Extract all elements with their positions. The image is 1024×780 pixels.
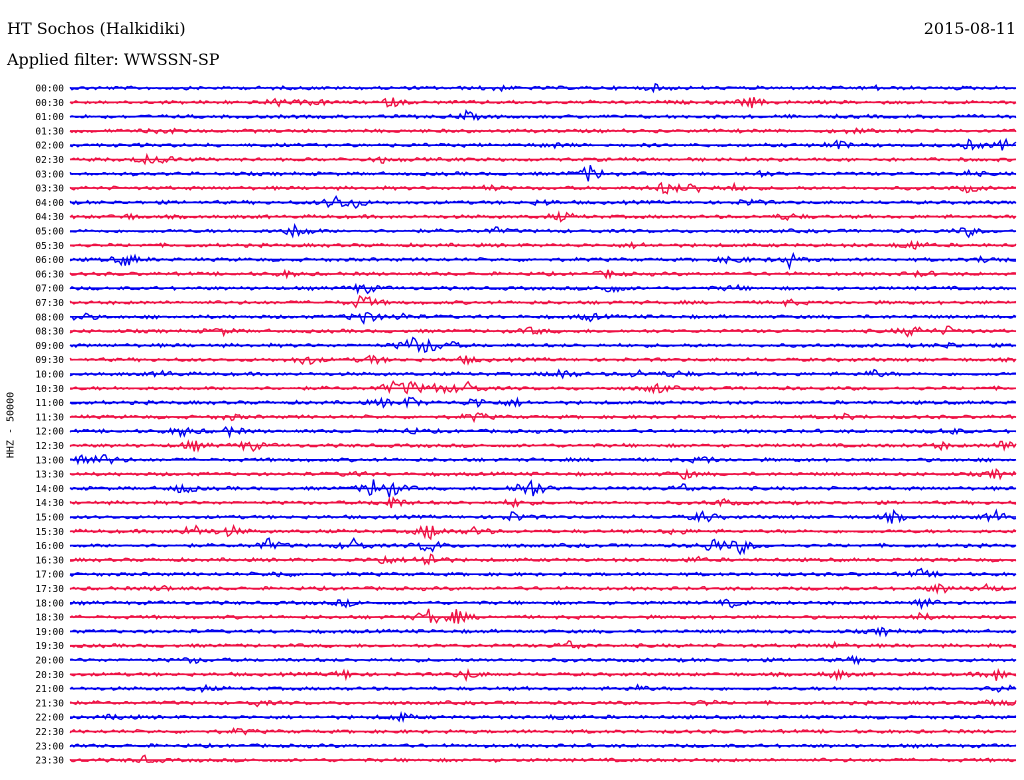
tick-label-1730: 17:30 — [35, 584, 64, 595]
tick-label-0430: 04:30 — [35, 212, 64, 223]
trace-row-1530 — [69, 523, 1017, 541]
seismogram-traces — [69, 82, 1017, 764]
trace-row-0700 — [69, 282, 1017, 295]
trace-row-0930 — [69, 354, 1017, 366]
trace-row-1400 — [69, 479, 1017, 498]
tick-label-1800: 18:00 — [35, 598, 64, 609]
tick-label-1030: 10:30 — [35, 384, 64, 395]
station-title: HT Sochos (Halkidiki) — [7, 19, 186, 38]
tick-label-0100: 01:00 — [35, 112, 64, 123]
tick-label-1600: 16:00 — [35, 541, 64, 552]
tick-label-2300: 23:00 — [35, 741, 64, 752]
tick-label-2030: 20:30 — [35, 670, 64, 681]
tick-label-0230: 02:30 — [35, 155, 64, 166]
trace-row-1030 — [69, 379, 1017, 395]
tick-label-0930: 09:30 — [35, 355, 64, 366]
record-date: 2015-08-11 — [923, 19, 1016, 38]
tick-label-0130: 01:30 — [35, 126, 64, 137]
trace-row-0100 — [69, 109, 1017, 122]
time-tick-labels: 00:00 00:30 01:00 01:30 02:00 02:30 03:00 03:30… — [35, 84, 64, 767]
tick-label-0530: 05:30 — [35, 241, 64, 252]
tick-label-1700: 17:00 — [35, 570, 64, 581]
trace-row-1700 — [69, 567, 1017, 579]
tick-label-0030: 00:30 — [35, 98, 64, 109]
filter-label: Applied filter: WWSSN-SP — [7, 50, 220, 69]
tick-label-1300: 13:00 — [35, 455, 64, 466]
trace-row-2330 — [69, 754, 1017, 764]
tick-label-1400: 14:00 — [35, 484, 64, 495]
tick-label-0330: 03:30 — [35, 184, 64, 195]
tick-label-0300: 03:00 — [35, 169, 64, 180]
tick-label-2330: 23:30 — [35, 756, 64, 767]
tick-label-0630: 06:30 — [35, 269, 64, 280]
tick-label-1000: 10:00 — [35, 370, 64, 381]
trace-row-2030 — [69, 667, 1017, 682]
tick-label-2200: 22:00 — [35, 713, 64, 724]
tick-label-1200: 12:00 — [35, 427, 64, 438]
tick-label-0600: 06:00 — [35, 255, 64, 266]
tick-label-0700: 07:00 — [35, 284, 64, 295]
tick-label-0500: 05:00 — [35, 227, 64, 238]
tick-label-0400: 04:00 — [35, 198, 64, 209]
tick-label-2230: 22:30 — [35, 727, 64, 738]
tick-label-2100: 21:00 — [35, 684, 64, 695]
trace-row-0600 — [69, 251, 1017, 271]
tick-label-0800: 08:00 — [35, 312, 64, 323]
tick-label-1900: 19:00 — [35, 627, 64, 638]
trace-row-1630 — [70, 553, 1017, 566]
tick-label-2000: 20:00 — [35, 656, 64, 667]
tick-label-1530: 15:30 — [35, 527, 64, 538]
tick-label-0200: 02:00 — [35, 141, 64, 152]
tick-label-0900: 09:00 — [35, 341, 64, 352]
trace-row-1930 — [69, 640, 1017, 650]
tick-label-1830: 18:30 — [35, 613, 64, 624]
tick-label-1100: 11:00 — [35, 398, 64, 409]
tick-label-0730: 07:30 — [35, 298, 64, 309]
tick-label-0830: 08:30 — [35, 327, 64, 338]
trace-row-1900 — [69, 626, 1017, 638]
tick-label-1930: 19:30 — [35, 641, 64, 652]
trace-row-0000 — [69, 82, 1017, 94]
tick-label-1630: 16:30 — [35, 555, 64, 566]
tick-label-1230: 12:30 — [35, 441, 64, 452]
trace-row-1830 — [69, 608, 1017, 624]
tick-label-2130: 21:30 — [35, 698, 64, 709]
tick-label-0000: 00:00 — [35, 84, 64, 95]
tick-label-1330: 13:30 — [35, 470, 64, 481]
tick-label-1500: 15:00 — [35, 513, 64, 524]
trace-row-0730 — [69, 294, 1017, 309]
trace-row-0800 — [69, 311, 1017, 325]
tick-label-1430: 14:30 — [35, 498, 64, 509]
tick-label-1130: 11:30 — [35, 412, 64, 423]
